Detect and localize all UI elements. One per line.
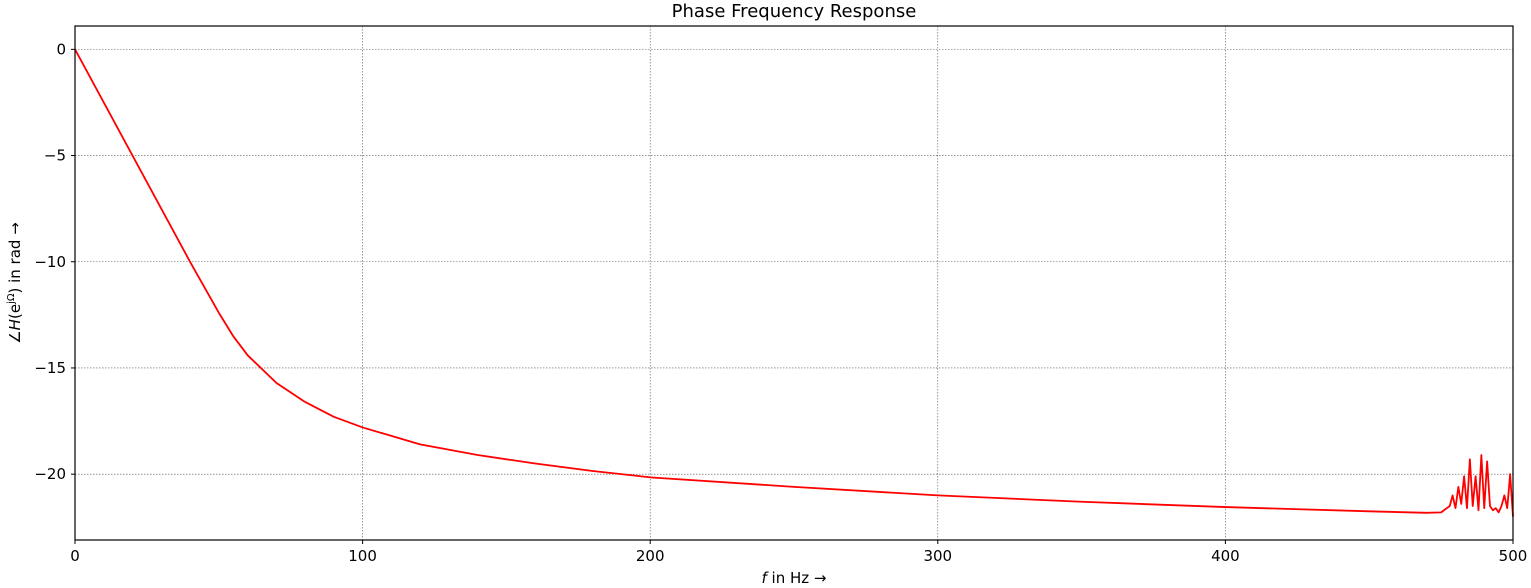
y-tick-label: 0: [56, 40, 66, 58]
y-tick-label: −10: [34, 253, 66, 271]
grid-lines: [74, 26, 1514, 540]
x-tick-label: 100: [348, 547, 377, 565]
x-axis-label: f in Hz →: [762, 569, 827, 587]
ticks: 0 100 200 300 400 500 0 −5 −10 −15 −20: [34, 40, 1527, 565]
plot-frame: [74, 25, 1514, 541]
y-tick-label: −20: [34, 465, 66, 483]
phase-series-line: [74, 48, 1514, 517]
chart-title: Phase Frequency Response: [672, 1, 917, 22]
x-tick-label: 400: [1211, 547, 1240, 565]
x-tick-label: 0: [70, 547, 80, 565]
x-tick-label: 300: [923, 547, 952, 565]
y-axis-label: ∠H(ejΩ) in rad →: [6, 222, 24, 344]
y-tick-label: −5: [44, 147, 66, 165]
x-tick-label: 500: [1499, 547, 1528, 565]
y-tick-label: −15: [34, 359, 66, 377]
x-tick-label: 200: [636, 547, 665, 565]
series-layer: [74, 48, 1514, 517]
